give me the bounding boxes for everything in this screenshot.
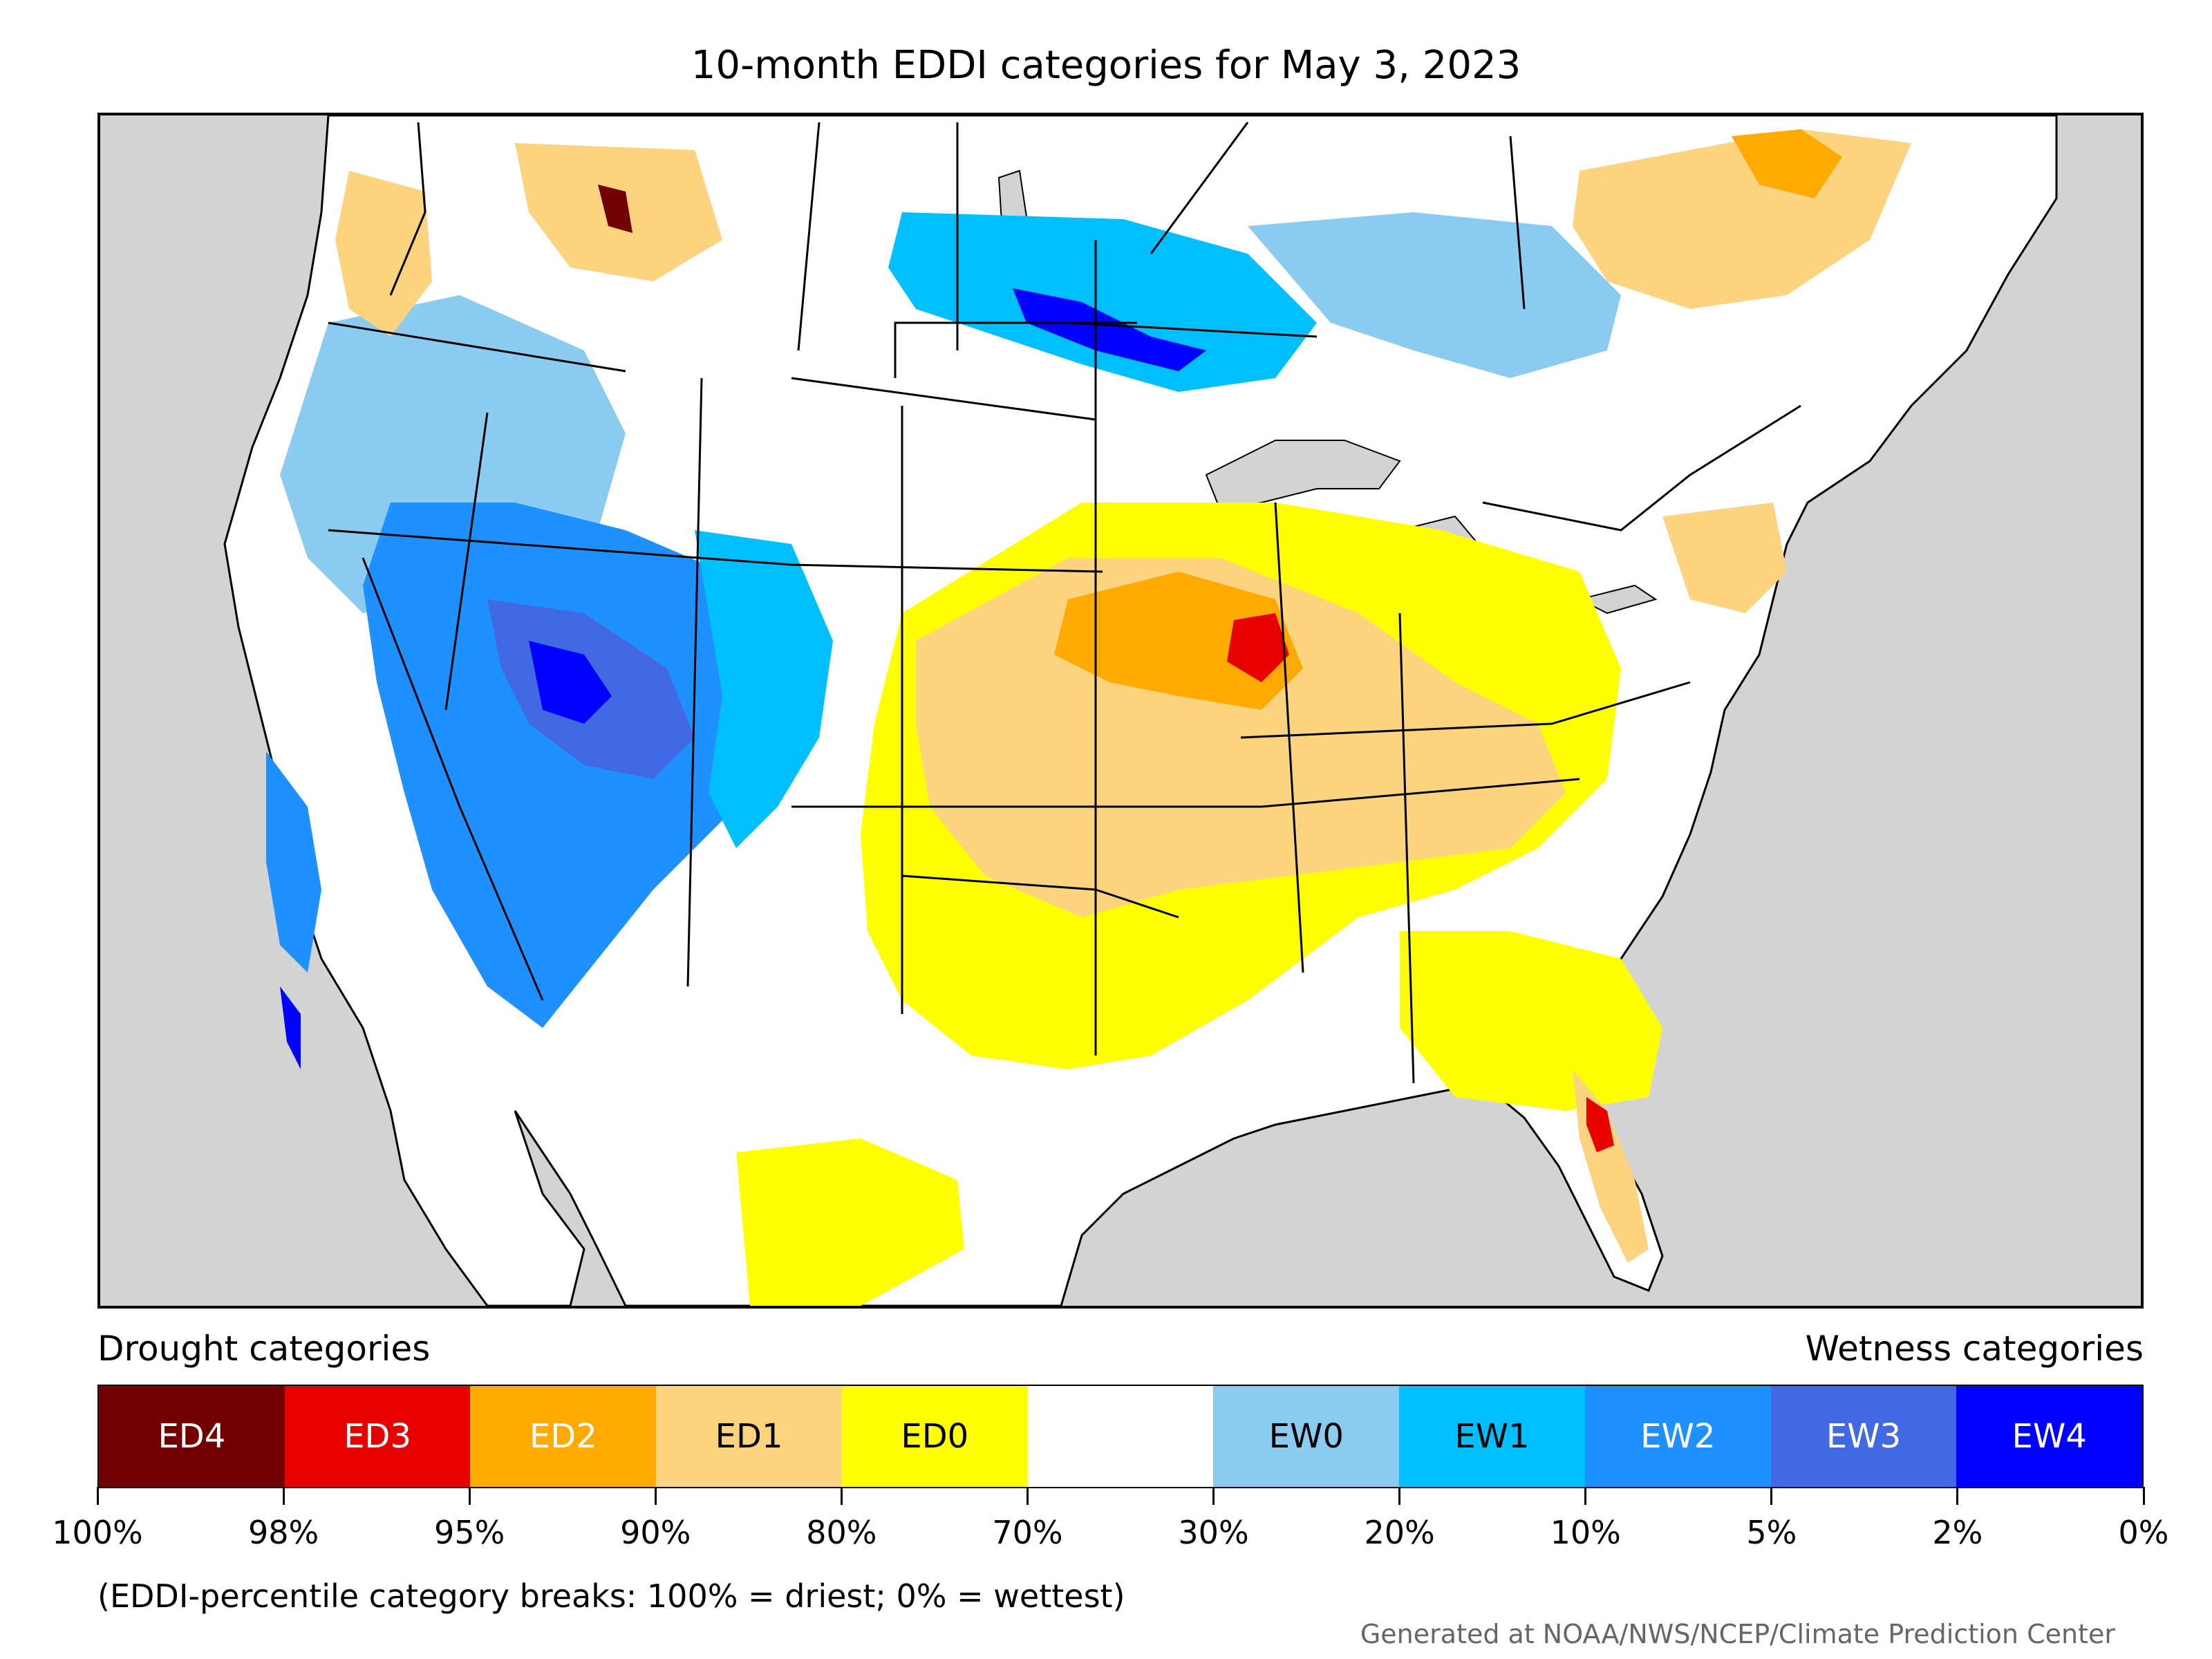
utah-nevada-core-wet-deep (529, 641, 612, 724)
north-dakota-wet-core (1013, 288, 1206, 371)
colorbar-tick (1026, 1487, 1029, 1505)
montana-dry-hotspot (598, 185, 632, 233)
colorbar-tick-label: 90% (620, 1514, 691, 1551)
colorbar-tick-label: 98% (247, 1514, 319, 1551)
legend-swatch: EW4 (1956, 1386, 2143, 1487)
colorbar-tick-label: 70% (992, 1514, 1063, 1551)
legend-swatch: EW2 (1584, 1386, 1771, 1487)
colorbar-tick (840, 1487, 843, 1505)
map-title: 10-month EDDI categories for May 3, 2023 (691, 43, 1521, 88)
colorbar-tick-label: 5% (1746, 1514, 1797, 1551)
legend-swatch: ED4 (99, 1386, 285, 1487)
legend-swatch: ED2 (470, 1386, 657, 1487)
washington-dry (335, 171, 432, 337)
great-basin-wet (363, 503, 778, 1028)
colorbar-tick (2142, 1487, 2145, 1505)
legend-swatch: ED3 (284, 1386, 471, 1487)
florida-hotspot (1586, 1097, 1614, 1152)
colorbar-tick (1584, 1487, 1587, 1505)
legend-swatch: EW0 (1213, 1386, 1400, 1487)
colorbar-tick-label: 10% (1550, 1514, 1621, 1551)
colorbar-tick-label: 100% (52, 1514, 143, 1551)
colorbar-tick (96, 1487, 99, 1505)
colorbar-tick-label: 0% (2118, 1514, 2169, 1551)
colorbar-tick-label: 2% (1932, 1514, 1983, 1551)
state-borders (328, 122, 1801, 1084)
colorado-wet (695, 530, 833, 848)
canada-shield-wet (1248, 212, 1621, 378)
colorbar-tick (1398, 1487, 1401, 1505)
lake-ontario (1577, 584, 1658, 615)
colorbar-tick-label: 95% (434, 1514, 505, 1551)
legend-swatch: EW3 (1770, 1386, 1957, 1487)
wetness-legend-heading: Wetness categories (1805, 1329, 2144, 1369)
category-colorbar: ED4 ED3 ED2 ED1 ED0 EW0 EW1 EW2 EW3 EW4 (97, 1385, 2144, 1488)
iowa-missouri-dry (1054, 572, 1303, 710)
iowa-illinois-hotspot (1227, 613, 1289, 682)
colorbar-ticks (96, 1487, 2145, 1508)
colorbar-tick (1770, 1487, 1773, 1505)
colorbar-tick (1956, 1487, 1959, 1505)
quebec-dry-hotspot (1732, 129, 1842, 198)
texas-border-dry (736, 1138, 964, 1306)
colorbar-tick (282, 1487, 285, 1505)
eddi-map (100, 115, 2141, 1306)
california-coast-wet (266, 751, 321, 973)
credit-line: Generated at NOAA/NWS/NCEP/Climate Predi… (1360, 1619, 2115, 1649)
colorbar-tick-label: 30% (1178, 1514, 1249, 1551)
northeast-dry (1662, 503, 1787, 613)
north-dakota-wet (888, 212, 1317, 392)
map-panel (97, 113, 2144, 1309)
colorbar-tick-label: 80% (806, 1514, 877, 1551)
legend-swatch: ED0 (841, 1386, 1028, 1487)
drought-legend-heading: Drought categories (97, 1329, 431, 1369)
legend-swatch: ED1 (656, 1386, 842, 1487)
category-breaks-note: (EDDI-percentile category breaks: 100% =… (97, 1577, 1125, 1615)
colorbar-tick (654, 1487, 657, 1505)
southeast-dry (1400, 931, 1662, 1111)
colorbar-tick-label: 20% (1364, 1514, 1435, 1551)
legend-swatch (1027, 1386, 1214, 1487)
baja-wet (280, 986, 301, 1069)
colorbar-tick (1212, 1487, 1215, 1505)
colorbar-tick (468, 1487, 471, 1505)
legend-swatch: EW1 (1399, 1386, 1585, 1487)
